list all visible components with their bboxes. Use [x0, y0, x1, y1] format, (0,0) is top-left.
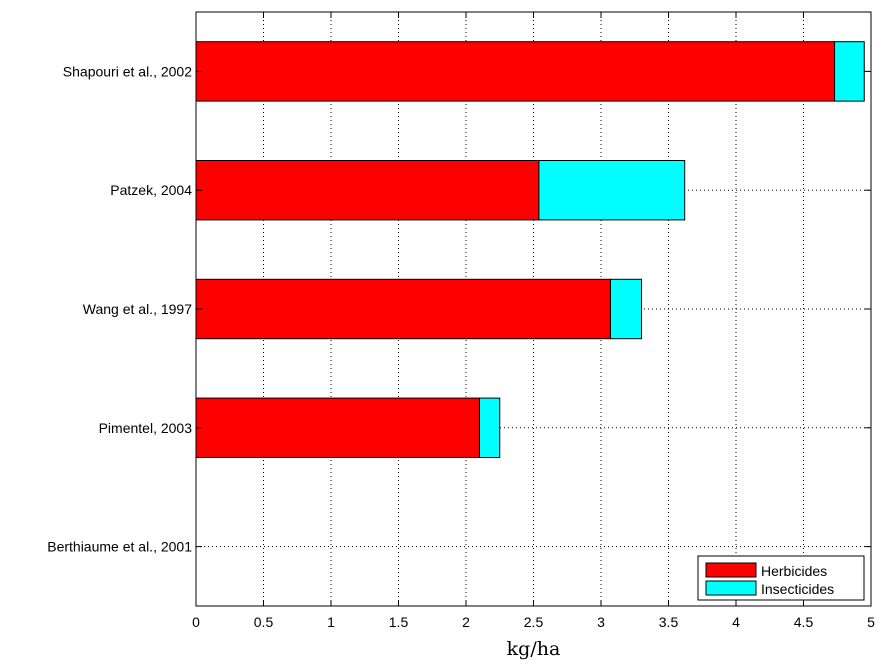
legend-swatch-herbicides — [705, 562, 757, 578]
x-tick-label: 3.5 — [659, 614, 679, 630]
x-tick-label: 4.5 — [794, 614, 814, 630]
x-tick-label: 4 — [732, 614, 740, 630]
legend-label-insecticides: Insecticides — [761, 581, 834, 597]
x-tick-label: 0 — [192, 614, 200, 630]
y-category-label: Wang et al., 1997 — [83, 301, 192, 317]
x-tick-label: 0.5 — [254, 614, 274, 630]
y-category-label: Shapouri et al., 2002 — [63, 63, 192, 79]
y-category-labels: Shapouri et al., 2002 Patzek, 2004 Wang et… — [47, 63, 192, 554]
bar-insecticides-3 — [479, 397, 501, 459]
x-tick-label: 2.5 — [524, 614, 544, 630]
x-axis-label: kg/ha — [507, 638, 561, 660]
bar-insecticides-1 — [538, 160, 686, 221]
x-tick-label: 2 — [462, 614, 470, 630]
bar-herbicides-1 — [195, 160, 540, 221]
x-tick-label: 1 — [327, 614, 335, 630]
y-category-label: Patzek, 2004 — [110, 182, 192, 198]
axis-ticks — [195, 12, 872, 606]
x-tick-label: 1.5 — [389, 614, 409, 630]
bar-insecticides-2 — [609, 278, 643, 340]
bar-insecticides-0 — [834, 41, 865, 102]
bar-herbicides-3 — [195, 397, 480, 459]
legend: Herbicides Insecticides — [697, 555, 865, 601]
x-tick-label: 3 — [597, 614, 605, 630]
bar-herbicides-2 — [195, 278, 611, 340]
y-category-label: Pimentel, 2003 — [99, 420, 193, 436]
x-tick-label: 5 — [867, 614, 875, 630]
bar-herbicides-0 — [195, 41, 836, 102]
y-category-label: Berthiaume et al., 2001 — [47, 539, 192, 555]
bars — [195, 41, 865, 459]
x-tick-labels: 0 0.5 1 1.5 2 2.5 3 3.5 4 4.5 5 — [192, 614, 875, 630]
legend-label-herbicides: Herbicides — [761, 563, 827, 579]
legend-swatch-insecticides — [705, 580, 757, 596]
